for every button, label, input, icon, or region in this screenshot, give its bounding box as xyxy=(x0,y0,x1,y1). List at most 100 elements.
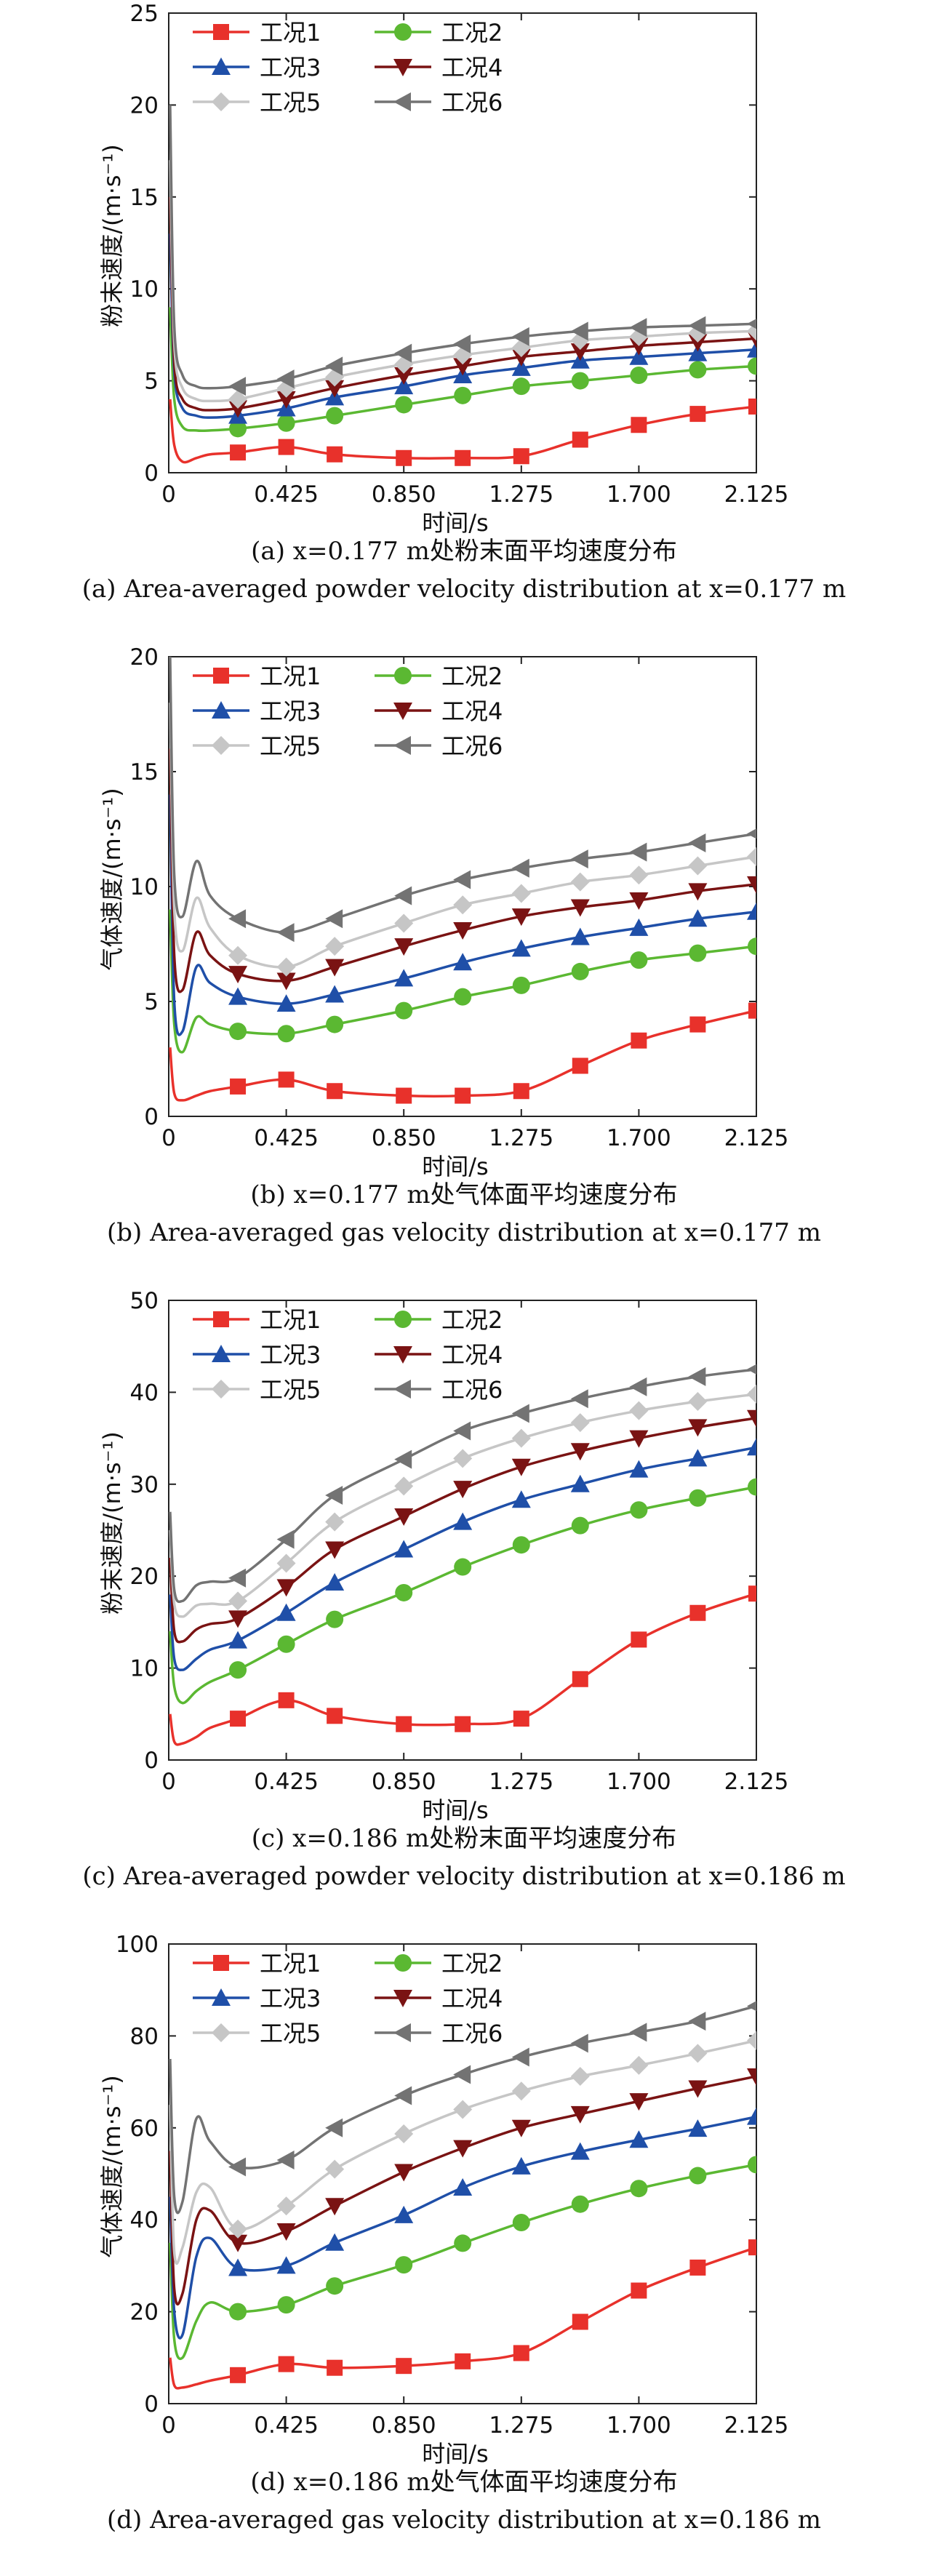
chart-b-series-4-point xyxy=(747,876,756,894)
chart-b-series-3-point xyxy=(325,985,345,1003)
chart-d-series-1-point xyxy=(327,2359,343,2376)
chart-d-series-4-point xyxy=(394,2164,414,2182)
chart-b-series-6-point xyxy=(511,858,529,878)
chart-a-series-2-point xyxy=(277,414,295,432)
chart-d-series-6 xyxy=(169,2001,756,2215)
chart-b-legend-label-5: 工况5 xyxy=(260,732,321,760)
chart-a-legend-marker-3 xyxy=(212,57,231,75)
chart-b-series-1-point xyxy=(327,1083,343,1100)
chart-d-x-tick-label: 1.700 xyxy=(607,2412,671,2439)
chart-d-legend-label-1: 工况1 xyxy=(260,1950,321,1977)
chart-d-series-6-point xyxy=(570,2033,588,2053)
chart-c-series-2-point xyxy=(277,1635,295,1653)
chart-b-y-tick-label: 10 xyxy=(130,874,159,900)
caption-en-b: (b) Area-averaged gas velocity distribut… xyxy=(107,1218,821,1247)
chart-c-series-1-point xyxy=(631,1631,647,1648)
chart-a-series-1-point xyxy=(455,449,471,466)
chart-c-series-3-point xyxy=(325,1573,345,1591)
chart-a-series-1-point xyxy=(748,398,756,415)
chart-d-legend-label-4: 工况4 xyxy=(441,1985,503,2012)
chart-d-series-6-point xyxy=(325,2118,343,2137)
chart-d-legend-marker-1 xyxy=(213,1955,229,1971)
chart-b-series-5-point xyxy=(747,847,756,866)
chart-a-x-tick-label: 0.850 xyxy=(372,481,436,508)
chart-b-series-1-point xyxy=(572,1057,588,1074)
chart-c-legend-marker-2 xyxy=(394,1311,412,1328)
chart-b-y-tick-label: 15 xyxy=(130,759,159,785)
chart-c-series-6-point xyxy=(325,1485,343,1505)
chart-a-y-tick-label: 0 xyxy=(144,460,159,487)
chart-d-series-3-point xyxy=(394,2205,414,2223)
chart-b-series-1-point xyxy=(748,1002,756,1019)
chart-c-series-1-point xyxy=(513,1711,529,1727)
chart-c-legend-marker-3 xyxy=(212,1345,231,1362)
chart-b-series-line-2 xyxy=(169,909,756,1054)
chart-a-series-4-point xyxy=(570,343,590,361)
chart-c-series-5 xyxy=(169,1384,756,1618)
chart-c-x-tick-label: 0.850 xyxy=(372,1769,436,1795)
chart-a-series-1-point xyxy=(689,406,706,423)
chart-b-y-tick-label: 5 xyxy=(144,989,159,1015)
chart-c-series-4-point xyxy=(570,1443,590,1461)
chart-d-series-2-point xyxy=(277,2296,295,2314)
chart-c: 0 0.425 0.850 1.275 1.700 2.125 0 10 20 30 40 50 时间/… xyxy=(98,1288,788,1824)
chart-b-x-tick-label: 2.125 xyxy=(724,1125,789,1151)
chart-a-series-5-point xyxy=(228,389,248,409)
chart-a-series-6-point xyxy=(228,377,247,396)
chart-d-y-tick-label: 60 xyxy=(130,2116,159,2142)
chart-a-series-1-point xyxy=(631,417,647,433)
chart-c-series-1-point xyxy=(689,1604,706,1621)
chart-a-series-1-point xyxy=(513,448,529,465)
chart-b-series-3-point xyxy=(453,953,473,971)
chart-d-legend-marker-2 xyxy=(394,1954,412,1972)
chart-a-series-6-point xyxy=(325,356,343,376)
chart-b-series-6-point xyxy=(453,870,471,889)
chart-d-legend-label-6: 工况6 xyxy=(441,2020,503,2047)
chart-c-series-1-point xyxy=(327,1708,343,1724)
chart-d-x-tick-label: 1.275 xyxy=(489,2412,553,2439)
chart-a-series-4-point xyxy=(228,400,248,418)
chart-d-series-1-point xyxy=(631,2282,647,2299)
chart-a-series-4-point xyxy=(276,391,296,409)
chart-d-series-3-point xyxy=(325,2233,345,2251)
chart-d-series-3-point xyxy=(228,2258,248,2276)
chart-c-series-2-point xyxy=(454,1558,472,1576)
chart-b-x-tick-label: 0.425 xyxy=(254,1125,319,1151)
chart-d-series-3-point xyxy=(570,2142,590,2160)
chart-c-series-5-point xyxy=(325,1512,345,1532)
chart-a-series-2-point xyxy=(689,361,707,379)
chart-c-y-tick-label: 50 xyxy=(130,1288,159,1314)
chart-b-series-2-point xyxy=(277,1025,295,1043)
chart-a-series-2-point xyxy=(395,396,413,414)
chart-d-series-3-point xyxy=(629,2130,649,2148)
chart-a-series-6-point xyxy=(394,343,412,363)
chart-d-series-5-point xyxy=(325,2159,345,2179)
chart-c-series-line-6 xyxy=(169,1368,756,1604)
chart-c-x-tick-label: 1.275 xyxy=(489,1769,553,1795)
chart-a: 0 0.425 0.850 1.275 1.700 2.125 0 5 10 15 20 25 时间/s… xyxy=(98,1,789,537)
chart-c-x-tick-label: 0.425 xyxy=(254,1769,319,1795)
chart-c-series-6-point xyxy=(629,1377,647,1396)
chart-d: 0 0.425 0.850 1.275 1.700 2.125 0 20 40 60 80 100 时间… xyxy=(98,1932,788,2468)
chart-b-legend-marker-4 xyxy=(393,703,412,720)
chart-d-y-tick-label: 0 xyxy=(144,2391,159,2417)
chart-b-series-1-point xyxy=(513,1083,529,1100)
chart-c-legend-label-5: 工况5 xyxy=(260,1376,321,1404)
chart-a-frame xyxy=(168,12,757,473)
chart-a-series-3-point xyxy=(629,347,649,365)
chart-panel-a: 0 0.425 0.850 1.275 1.700 2.125 0 5 10 15 20 25 时间/s… xyxy=(0,0,928,644)
chart-c-series-1-point xyxy=(278,1692,295,1708)
chart-a-series-6-point xyxy=(688,316,706,335)
chart-c-y-tick-label: 0 xyxy=(144,1748,159,1774)
chart-b-series-1-point xyxy=(230,1078,247,1095)
caption-cn-b: (b) x=0.177 m处气体面平均速度分布 xyxy=(250,1180,678,1209)
chart-a-y-tick-label: 5 xyxy=(144,369,159,395)
chart-a-legend-marker-4 xyxy=(393,59,412,76)
chart-b-series-2-point xyxy=(512,976,530,994)
chart-a-series-2-point xyxy=(454,386,472,404)
chart-b-legend-marker-6 xyxy=(393,736,411,755)
chart-c-series-line-4 xyxy=(169,1417,756,1644)
chart-c-series-2-point xyxy=(630,1501,648,1519)
chart-d-series-4-point xyxy=(511,2119,531,2137)
chart-a-x-tick-label: 2.125 xyxy=(724,481,789,508)
